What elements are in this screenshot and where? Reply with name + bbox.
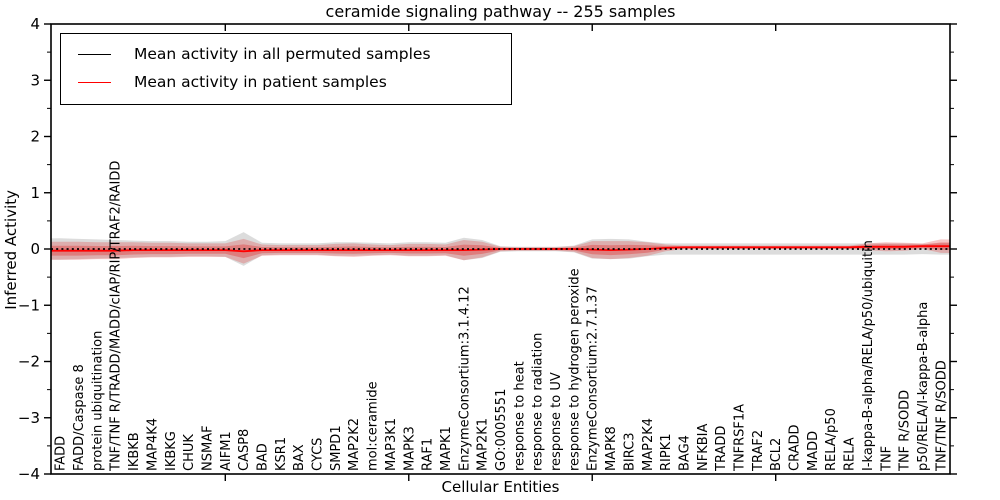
- x-entity-label: MAPK8: [604, 426, 619, 471]
- x-entity-label: RELA: [843, 437, 858, 471]
- x-entity-label: CHUK: [182, 434, 197, 471]
- x-entity-label: FADD: [54, 436, 69, 471]
- x-entity-label: KSR1: [274, 437, 289, 471]
- y-tick-label: −4: [18, 465, 40, 483]
- x-entity-label: MAPK1: [439, 426, 454, 471]
- x-entity-label: EnzymeConsortium:2.7.1.37: [586, 286, 601, 471]
- y-tick-label: 4: [30, 15, 40, 33]
- x-entity-label: TNF R/SODD: [898, 390, 913, 472]
- legend-item-permuted: Mean activity in all permuted samples: [61, 40, 511, 68]
- patient-band-outer: [51, 238, 950, 264]
- x-entity-label: BAG4: [678, 435, 693, 471]
- x-entity-label: BAD: [256, 443, 271, 471]
- x-entity-label: TNF/TNF R/SODD: [934, 360, 949, 472]
- y-tick-label: −1: [18, 296, 40, 314]
- x-entity-label: NFKBIA: [696, 424, 711, 471]
- x-entity-label: protein ubiquitination: [90, 331, 105, 471]
- x-entity-label: BCL2: [769, 438, 784, 471]
- x-entity-label: MADD: [806, 431, 821, 471]
- x-entity-label: MAP2K1: [476, 418, 491, 471]
- x-entity-label: NSMAF: [200, 425, 215, 471]
- x-axis-title: Cellular Entities: [441, 478, 560, 496]
- x-entity-label: BIRC3: [622, 433, 637, 472]
- x-entity-label: FADD/Caspase 8: [72, 364, 87, 471]
- y-tick-label: −2: [18, 353, 40, 371]
- x-entity-label: RAF1: [421, 438, 436, 471]
- x-entity-label: I-kappa-B-alpha/RELA/p50/ubiquitin: [861, 240, 876, 471]
- x-entity-label: AIFM1: [219, 431, 234, 471]
- x-entity-label: response to UV: [549, 372, 564, 471]
- x-entity-label: TNF: [879, 446, 894, 472]
- x-entity-label: EnzymeConsortium:3.1.4.12: [457, 286, 472, 471]
- y-tick-label: 0: [30, 240, 40, 258]
- x-entity-label: CASP8: [237, 429, 252, 471]
- x-entity-label: MAP3K1: [384, 418, 399, 471]
- x-entity-label: IKBKG: [164, 431, 179, 471]
- x-entity-label: SMPD1: [329, 425, 344, 471]
- x-entity-label: RIPK1: [659, 433, 674, 471]
- x-entity-label: CRADD: [788, 425, 803, 472]
- y-tick-label: 3: [30, 71, 40, 89]
- y-tick-label: −3: [18, 409, 40, 427]
- x-entity-label: BAX: [292, 444, 307, 471]
- legend-label-patient: Mean activity in patient samples: [134, 73, 387, 91]
- x-entity-label: response to radiation: [531, 333, 546, 471]
- x-entity-label: GO:0005551: [494, 389, 509, 471]
- chart-title: ceramide signaling pathway -- 255 sample…: [325, 2, 676, 21]
- x-entity-label: TRADD: [714, 426, 729, 472]
- legend-line-black: [78, 53, 111, 55]
- x-entity-label: response to hydrogen peroxide: [567, 268, 582, 471]
- x-entity-label: CYCS: [311, 438, 326, 471]
- x-entity-label: p50/RELA/I-kappa-B-alpha: [916, 302, 931, 471]
- legend-label-permuted: Mean activity in all permuted samples: [134, 45, 431, 63]
- legend: Mean activity in all permuted samples Me…: [60, 33, 512, 105]
- x-entity-label: response to heat: [512, 361, 527, 471]
- y-tick-label: 2: [30, 128, 40, 146]
- x-entity-label: mol:ceramide: [366, 381, 381, 471]
- x-entity-label: RELA/p50: [824, 408, 839, 471]
- x-entity-label: MAP4K4: [145, 418, 160, 471]
- x-entity-label: TNFRSF1A: [733, 404, 748, 472]
- legend-line-red: [78, 81, 111, 83]
- x-entity-label: MAP2K2: [347, 418, 362, 471]
- x-entity-label: TNF/TNF R/TRADD/MADD/cIAP/RIP/TRAF2/RAID…: [109, 161, 124, 472]
- x-entity-label: IKBKB: [127, 432, 142, 471]
- legend-item-patient: Mean activity in patient samples: [61, 68, 511, 96]
- x-entity-label: MAP2K4: [641, 418, 656, 471]
- x-entity-label: TRAF2: [751, 430, 766, 472]
- patient-mean-line: [50, 245, 951, 253]
- x-entity-label: MAPK3: [402, 426, 417, 471]
- y-tick-label: 1: [30, 184, 40, 202]
